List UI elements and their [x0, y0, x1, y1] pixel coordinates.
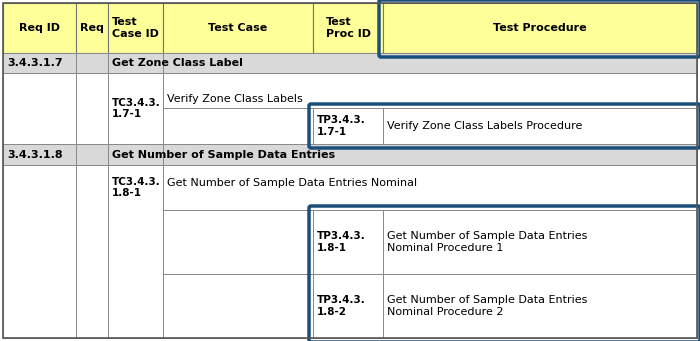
Text: Get Zone Class Label: Get Zone Class Label: [112, 58, 243, 68]
Text: TP3.4.3.
1.8-2: TP3.4.3. 1.8-2: [317, 295, 365, 317]
Bar: [76, 73, 108, 144]
Bar: [3, 53, 697, 73]
Bar: [383, 3, 697, 53]
Bar: [3, 73, 76, 144]
Bar: [76, 3, 108, 53]
Bar: [163, 210, 313, 274]
Bar: [76, 53, 108, 73]
Bar: [313, 3, 383, 53]
Bar: [383, 274, 697, 338]
Bar: [3, 3, 76, 53]
Bar: [163, 274, 313, 338]
Bar: [3, 165, 76, 338]
Bar: [108, 73, 163, 144]
Text: Get Number of Sample Data Entries
Nominal Procedure 2: Get Number of Sample Data Entries Nomina…: [387, 295, 587, 317]
Bar: [3, 144, 697, 165]
Bar: [108, 3, 163, 53]
Text: TC3.4.3.
1.8-1: TC3.4.3. 1.8-1: [112, 177, 161, 198]
Bar: [108, 144, 163, 165]
Bar: [313, 210, 383, 274]
Bar: [76, 144, 108, 165]
Text: 3.4.3.1.7: 3.4.3.1.7: [7, 58, 62, 68]
Text: Test
Case ID: Test Case ID: [112, 17, 159, 39]
Text: Test Case: Test Case: [209, 23, 267, 33]
Bar: [163, 165, 697, 210]
Text: Verify Zone Class Labels Procedure: Verify Zone Class Labels Procedure: [387, 121, 582, 131]
Text: TP3.4.3.
1.8-1: TP3.4.3. 1.8-1: [317, 231, 365, 253]
Bar: [108, 53, 163, 73]
Bar: [163, 108, 313, 144]
Text: TC3.4.3.
1.7-1: TC3.4.3. 1.7-1: [112, 98, 161, 119]
Text: Verify Zone Class Labels: Verify Zone Class Labels: [167, 93, 302, 104]
Text: Req ID: Req ID: [19, 23, 60, 33]
Bar: [313, 108, 383, 144]
Text: Test Procedure: Test Procedure: [494, 23, 587, 33]
Bar: [163, 73, 697, 144]
Text: Get Number of Sample Data Entries
Nominal Procedure 1: Get Number of Sample Data Entries Nomina…: [387, 231, 587, 253]
Bar: [76, 165, 108, 338]
Bar: [313, 274, 383, 338]
Text: Req: Req: [80, 23, 104, 33]
Bar: [383, 210, 697, 274]
Bar: [383, 108, 697, 144]
Bar: [163, 3, 313, 53]
Text: Test
Proc ID: Test Proc ID: [326, 17, 370, 39]
Text: TP3.4.3.
1.7-1: TP3.4.3. 1.7-1: [317, 115, 365, 137]
Text: Get Number of Sample Data Entries Nominal: Get Number of Sample Data Entries Nomina…: [167, 178, 417, 188]
Text: Get Number of Sample Data Entries: Get Number of Sample Data Entries: [112, 149, 335, 160]
Bar: [108, 165, 163, 338]
Text: 3.4.3.1.8: 3.4.3.1.8: [7, 149, 62, 160]
